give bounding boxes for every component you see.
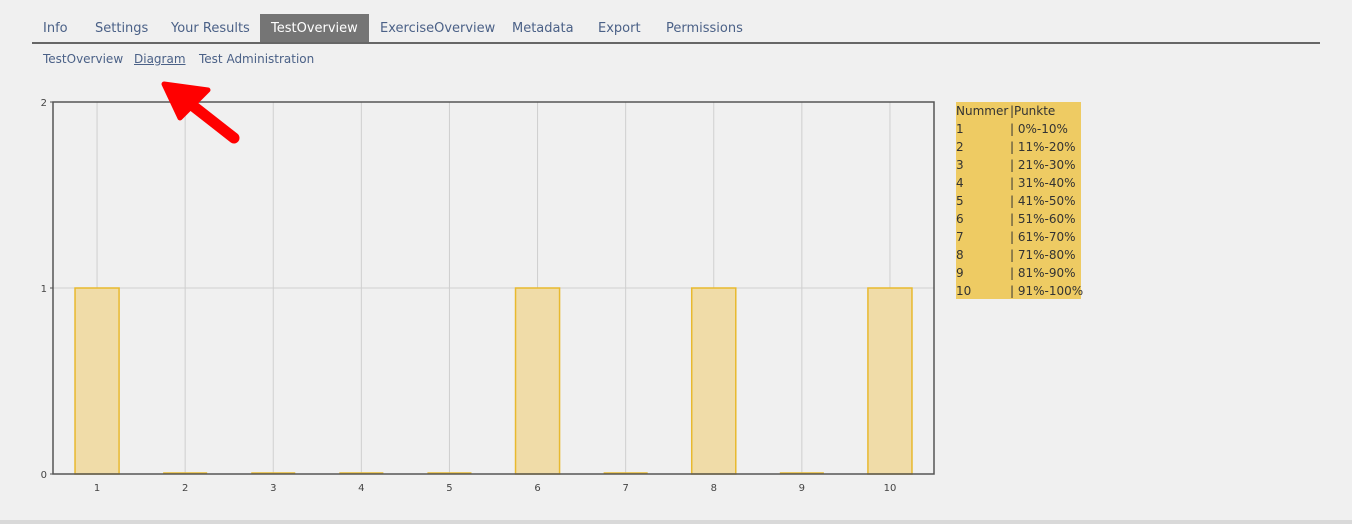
legend-row-range: | 21%-30%	[1010, 158, 1076, 172]
legend-row: 6 | 51%-60%	[956, 210, 1081, 228]
x-tick-label: 2	[182, 483, 188, 494]
legend-header: Nummer |Punkte	[956, 102, 1081, 120]
tab-your-results[interactable]: Your Results	[171, 21, 250, 36]
legend-row-number: 10	[956, 284, 972, 298]
legend-row-range: | 11%-20%	[1010, 140, 1076, 154]
bar	[514, 287, 561, 475]
legend-row-range: | 51%-60%	[1010, 212, 1076, 226]
tab-permissions[interactable]: Permissions	[666, 21, 743, 36]
legend-row-number: 4	[956, 176, 964, 190]
y-tick-label: 0	[41, 470, 47, 481]
subtab-test-administration[interactable]: Test Administration	[199, 52, 315, 66]
x-tick-label: 8	[711, 483, 717, 494]
legend-table: Nummer |Punkte 1 | 0%-10% 2 | 11%-20% 3 | 2…	[956, 102, 1084, 300]
legend-row-number: 3	[956, 158, 964, 172]
x-tick-label: 3	[270, 483, 276, 494]
x-tick-label: 5	[446, 483, 452, 494]
subtab-testoverview[interactable]: TestOverview	[43, 52, 124, 66]
legend-row-number: 9	[956, 266, 964, 280]
legend-header-nummer: Nummer	[956, 104, 1009, 118]
page-bottom-border	[0, 520, 1352, 524]
bar	[867, 287, 913, 475]
tab-metadata[interactable]: Metadata	[512, 21, 574, 36]
tab-bar: Info Settings Your Results TestOverview …	[32, 14, 1320, 44]
legend-row-number: 6	[956, 212, 964, 226]
legend-row-range: | 81%-90%	[1010, 266, 1076, 280]
bar	[74, 287, 120, 475]
x-tick-label: 6	[534, 483, 540, 494]
legend-row: 2 | 11%-20%	[956, 138, 1081, 156]
red-arrow-annotation	[161, 81, 240, 144]
legend-row-range: | 71%-80%	[1010, 248, 1076, 262]
legend-row: 9 | 81%-90%	[956, 264, 1081, 282]
subtab-diagram[interactable]: Diagram	[134, 52, 186, 66]
legend-header-punkte: |Punkte	[1010, 104, 1056, 118]
legend-row: 5 | 41%-50%	[956, 192, 1081, 210]
legend-row-range: | 91%-100%	[1010, 284, 1084, 298]
x-tick-label: 7	[622, 483, 628, 494]
legend-row-range: | 41%-50%	[1010, 194, 1076, 208]
x-tick-label: 10	[884, 483, 897, 494]
legend-row-range: | 0%-10%	[1010, 122, 1068, 136]
legend-row: 7 | 61%-70%	[956, 228, 1081, 246]
legend-row-number: 1	[956, 122, 964, 136]
legend-row-number: 2	[956, 140, 964, 154]
tab-export[interactable]: Export	[598, 21, 641, 36]
y-tick-label: 2	[41, 98, 47, 109]
legend-row: 3 | 21%-30%	[956, 156, 1081, 174]
legend-row: 8 | 71%-80%	[956, 246, 1081, 264]
legend-row: 1 | 0%-10%	[956, 120, 1081, 138]
tab-info[interactable]: Info	[43, 21, 68, 36]
tab-testoverview[interactable]: TestOverview	[260, 14, 369, 42]
legend-row: 10 | 91%-100%	[956, 282, 1084, 300]
legend-row-number: 8	[956, 248, 964, 262]
legend-row: 4 | 31%-40%	[956, 174, 1081, 192]
legend-row-range: | 61%-70%	[1010, 230, 1076, 244]
legend-row-number: 5	[956, 194, 964, 208]
tab-exerciseoverview[interactable]: ExerciseOverview	[380, 21, 496, 36]
y-tick-label: 1	[41, 284, 47, 295]
legend-row-number: 7	[956, 230, 964, 244]
x-tick-label: 4	[358, 483, 364, 494]
x-tick-label: 1	[94, 483, 100, 494]
x-tick-label: 9	[799, 483, 805, 494]
tab-settings[interactable]: Settings	[95, 21, 149, 36]
legend-row-range: | 31%-40%	[1010, 176, 1076, 190]
bar	[690, 287, 737, 475]
